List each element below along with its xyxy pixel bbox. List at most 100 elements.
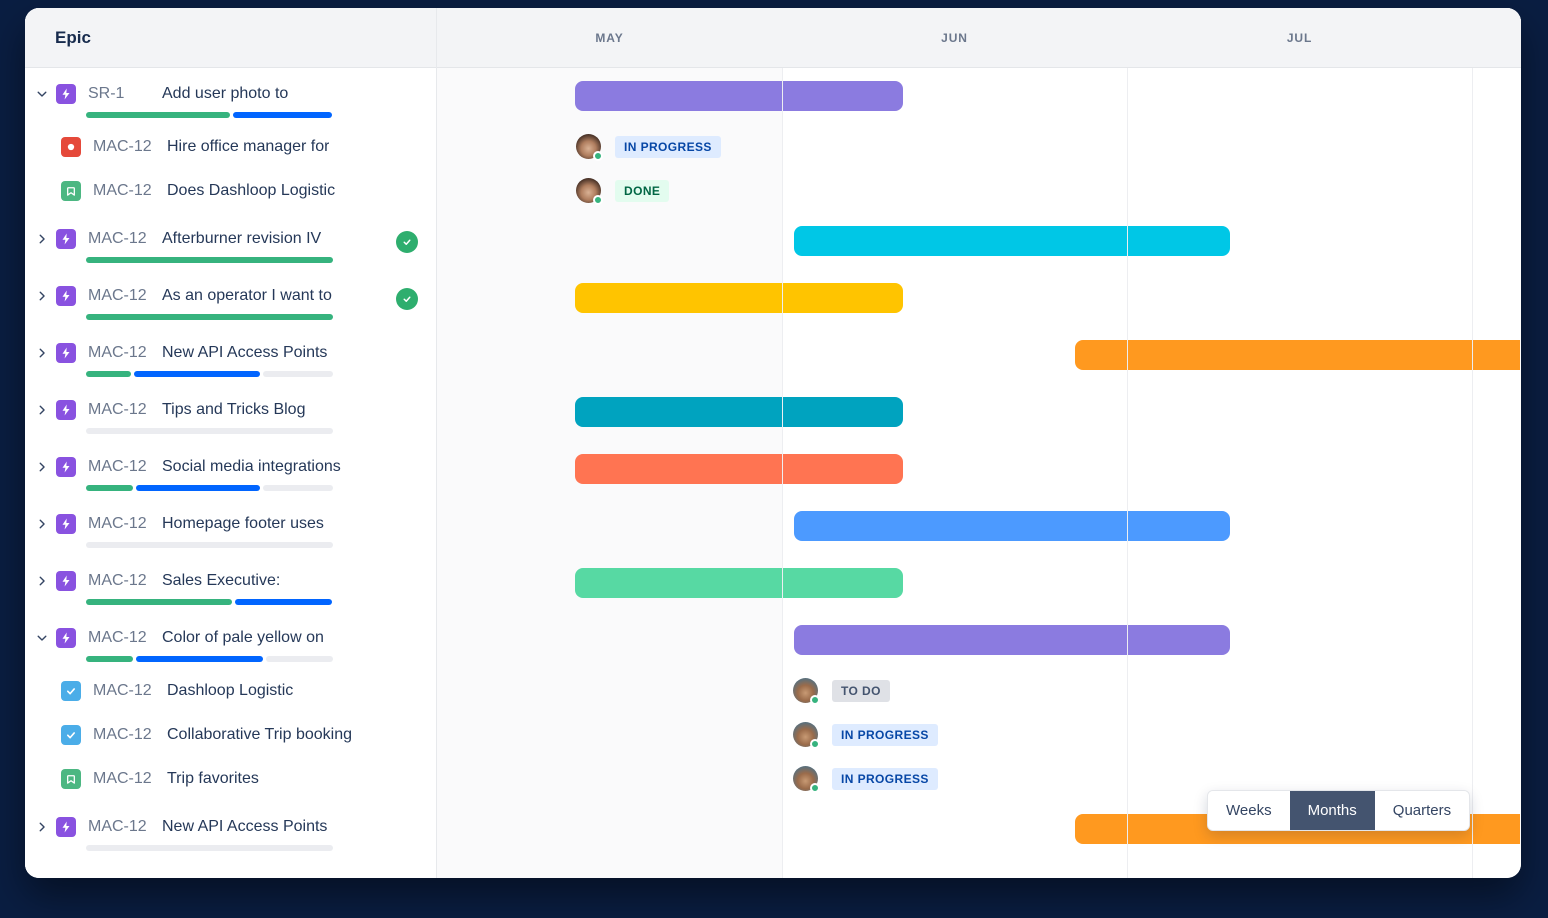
chevron-down-icon[interactable] — [35, 631, 49, 645]
epic-row[interactable]: MAC-12 Color of pale yellow on — [25, 612, 436, 669]
status-badge-todo[interactable]: TO DO — [832, 679, 890, 702]
epic-row[interactable]: MAC-12 New API Access Points — [25, 801, 436, 858]
issue-key: MAC-12 — [88, 515, 147, 532]
epic-row[interactable]: MAC-12 Homepage footer uses — [25, 498, 436, 555]
progress-segment-grey — [86, 428, 333, 434]
issue-title: Add user photo to — [162, 85, 289, 102]
chevron-right-icon[interactable] — [35, 403, 49, 417]
chevron-down-icon[interactable] — [35, 87, 49, 101]
status-badge-inprogress[interactable]: IN PROGRESS — [832, 723, 938, 746]
gantt-bar-mint[interactable] — [575, 568, 903, 598]
issue-row[interactable]: MAC-12 Collaborative Trip booking — [25, 713, 436, 757]
progress-bar — [86, 845, 333, 851]
epic-icon — [56, 628, 76, 648]
task-icon — [61, 725, 81, 745]
toggle-weeks-button[interactable]: Weeks — [1208, 791, 1290, 830]
issue-title: Trip favorites — [167, 770, 259, 787]
chevron-right-icon[interactable] — [35, 517, 49, 531]
month-divider — [782, 8, 783, 878]
progress-segment-blue — [136, 656, 263, 662]
timeline-row: TO DO — [437, 669, 1521, 713]
progress-segment-green — [86, 257, 333, 263]
gantt-bar-cyan[interactable] — [794, 226, 1231, 256]
toggle-months-button[interactable]: Months — [1289, 791, 1375, 830]
row-main-line: MAC-12 New API Access Points — [25, 338, 436, 368]
progress-bar — [86, 656, 333, 662]
status-badge-done[interactable]: DONE — [615, 179, 670, 202]
chevron-right-icon[interactable] — [35, 232, 49, 246]
assignee-avatar[interactable] — [576, 178, 604, 205]
gantt-bar-coral[interactable] — [575, 454, 903, 484]
presence-dot — [810, 695, 821, 705]
progress-segment-grey — [265, 656, 333, 662]
presence-dot — [593, 151, 604, 161]
issue-row[interactable]: MAC-12 Trip favorites — [25, 757, 436, 801]
gantt-bar-yellow[interactable] — [575, 283, 903, 313]
completed-check-icon — [396, 288, 418, 310]
gantt-bar-purple[interactable] — [794, 625, 1231, 655]
chevron-right-icon[interactable] — [35, 346, 49, 360]
issue-key: MAC-12 — [88, 818, 147, 835]
issue-key: MAC-12 — [88, 458, 147, 475]
assignee-avatar[interactable] — [793, 678, 821, 705]
status-group: IN PROGRESS — [793, 722, 938, 749]
month-label-may: MAY — [595, 31, 624, 45]
epic-row[interactable]: MAC-12 Afterburner revision IV — [25, 213, 436, 270]
completed-check-icon — [396, 231, 418, 253]
issue-key: MAC-12 — [93, 726, 152, 743]
assignee-avatar[interactable] — [793, 766, 821, 793]
epic-row[interactable]: MAC-12 As an operator I want to — [25, 270, 436, 327]
chevron-right-icon[interactable] — [35, 820, 49, 834]
chevron-right-icon[interactable] — [35, 289, 49, 303]
month-divider — [1472, 8, 1473, 878]
epic-row[interactable]: MAC-12 New API Access Points — [25, 327, 436, 384]
chevron-right-icon[interactable] — [35, 574, 49, 588]
status-badge-inprogress[interactable]: IN PROGRESS — [615, 135, 721, 158]
status-badge-inprogress[interactable]: IN PROGRESS — [832, 767, 938, 790]
assignee-avatar[interactable] — [576, 134, 604, 161]
gantt-bar-blue[interactable] — [794, 511, 1231, 541]
issue-row[interactable]: MAC-12 Does Dashloop Logistic — [25, 169, 436, 213]
issue-key: MAC-12 — [93, 682, 152, 699]
timeline-row — [437, 384, 1521, 441]
timeline-row — [437, 498, 1521, 555]
epic-list: SR-1 Add user photo to MAC-12 Hire office m… — [25, 68, 436, 878]
toggle-quarters-button[interactable]: Quarters — [1374, 791, 1470, 830]
epic-row[interactable]: MAC-12 Tips and Tricks Blog — [25, 384, 436, 441]
view-toggle: Weeks Months Quarters — [1207, 790, 1471, 831]
epic-icon — [56, 457, 76, 477]
row-main-line: MAC-12 Color of pale yellow on — [25, 623, 436, 653]
row-main-line: MAC-12 Sales Executive: — [25, 566, 436, 596]
progress-segment-blue — [235, 599, 332, 605]
bug-icon — [61, 137, 81, 157]
presence-dot — [593, 195, 604, 205]
progress-segment-blue — [133, 371, 261, 377]
epic-row[interactable]: MAC-12 Sales Executive: — [25, 555, 436, 612]
status-group: IN PROGRESS — [576, 134, 721, 161]
progress-segment-grey — [263, 371, 333, 377]
row-main-line: MAC-12 Collaborative Trip booking — [25, 720, 436, 750]
progress-segment-grey — [263, 485, 333, 491]
epic-icon — [56, 514, 76, 534]
story-icon — [61, 181, 81, 201]
epic-icon — [56, 571, 76, 591]
epic-list-panel: Epic SR-1 Add user photo to MAC-12 Hire off… — [25, 8, 437, 878]
progress-bar — [86, 314, 333, 320]
row-main-line: MAC-12 Tips and Tricks Blog — [25, 395, 436, 425]
status-group: TO DO — [793, 678, 890, 705]
gantt-bar-purple[interactable] — [575, 81, 903, 111]
issue-title: Color of pale yellow on — [162, 629, 324, 646]
gantt-bar-teal[interactable] — [575, 397, 903, 427]
issue-key: MAC-12 — [88, 230, 147, 247]
issue-row[interactable]: MAC-12 Dashloop Logistic — [25, 669, 436, 713]
issue-row[interactable]: MAC-12 Hire office manager for — [25, 125, 436, 169]
assignee-avatar[interactable] — [793, 722, 821, 749]
progress-segment-green — [86, 485, 134, 491]
issue-key: SR-1 — [88, 85, 125, 102]
gantt-bar-orange[interactable] — [1075, 340, 1520, 370]
chevron-right-icon[interactable] — [35, 460, 49, 474]
epic-row[interactable]: SR-1 Add user photo to — [25, 68, 436, 125]
epic-row[interactable]: MAC-12 Social media integrations — [25, 441, 436, 498]
issue-title: Tips and Tricks Blog — [162, 401, 306, 418]
row-main-line: MAC-12 Afterburner revision IV — [25, 224, 436, 254]
